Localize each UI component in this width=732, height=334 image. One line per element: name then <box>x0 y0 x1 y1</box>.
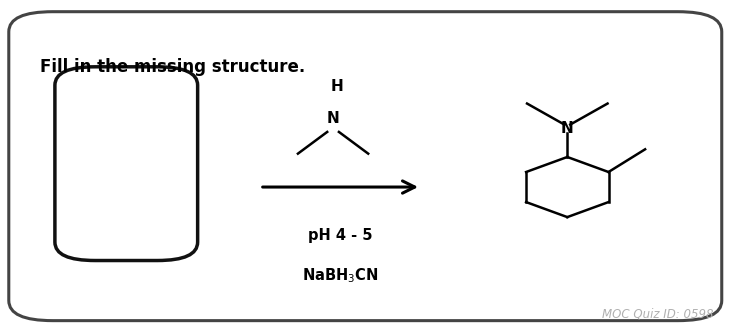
FancyBboxPatch shape <box>9 12 722 321</box>
Text: NaBH$_3$CN: NaBH$_3$CN <box>302 266 378 285</box>
Text: MOC Quiz ID: 0598: MOC Quiz ID: 0598 <box>602 308 714 320</box>
Text: N: N <box>561 121 574 136</box>
Text: Fill in the missing structure.: Fill in the missing structure. <box>40 58 305 76</box>
Text: N: N <box>326 111 340 126</box>
FancyBboxPatch shape <box>55 67 198 261</box>
Text: H: H <box>330 79 343 94</box>
Text: pH 4 - 5: pH 4 - 5 <box>308 228 373 243</box>
